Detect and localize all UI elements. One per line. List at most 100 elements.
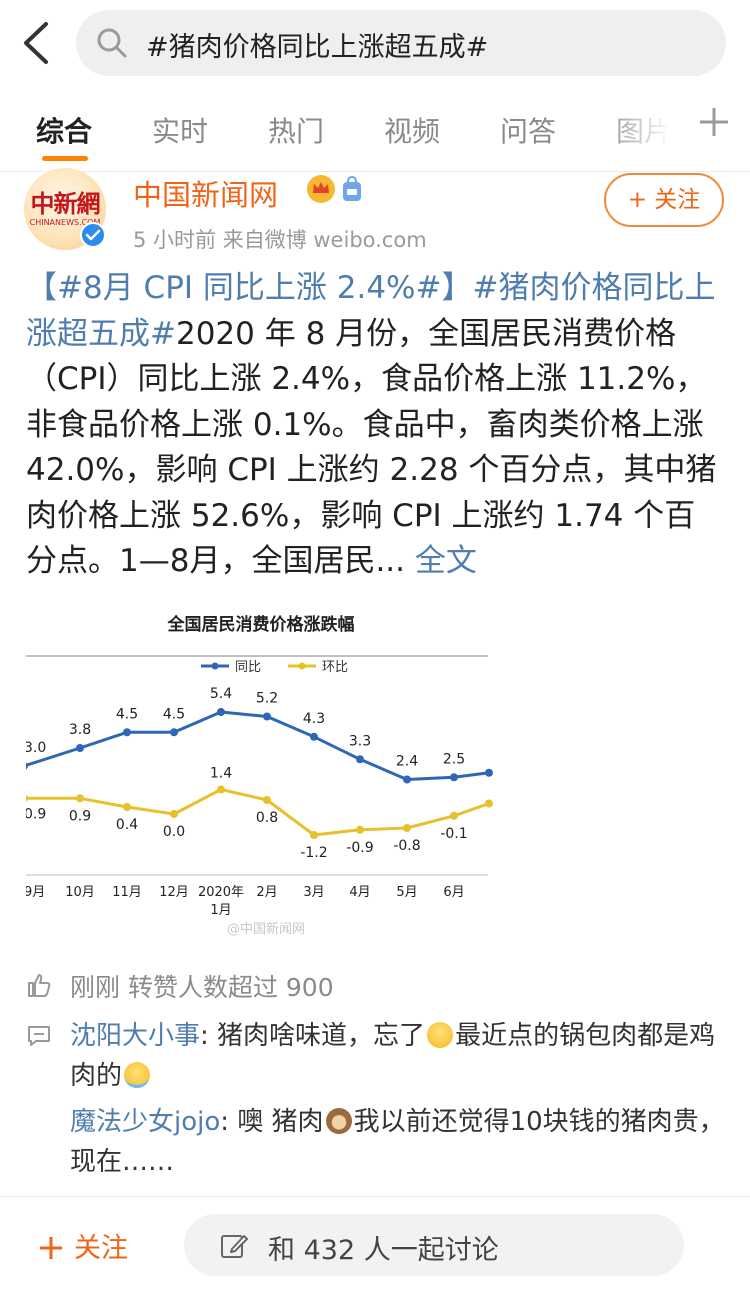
hashtag-cpi[interactable]: 【#8月 CPI 同比上涨 2.4%#】	[26, 270, 473, 306]
search-box[interactable]: #猪肉价格同比上涨超五成#	[76, 10, 726, 76]
series-line-yoy	[23, 710, 490, 781]
x-tick-label: 12月	[159, 885, 189, 900]
bottom-follow-button[interactable]: 关注	[38, 1226, 128, 1265]
data-point	[217, 708, 225, 716]
post-meta: 5 小时前 来自微博 weibo.com	[133, 228, 427, 252]
data-point	[356, 755, 364, 764]
data-point	[20, 762, 28, 770]
data-point	[217, 785, 225, 794]
tab-bar: 综合 实时 热门 视频 问答 图片	[0, 88, 750, 172]
discuss-input[interactable]: 和 432 人一起讨论	[184, 1214, 684, 1276]
post-text: 【#8月 CPI 同比上涨 2.4%#】#猪肉价格同比上涨超五成#2020 年 …	[26, 266, 726, 585]
avatar-logo-sub: CHINANEWS.COM	[29, 218, 101, 227]
data-point	[170, 728, 178, 737]
post-body-text: 2020 年 8 月份，全国居民消费价格（CPI）同比上涨 2.4%，食品价格上…	[26, 315, 717, 580]
x-tick-label: 3月	[303, 885, 324, 900]
data-label: 3.8	[69, 722, 91, 738]
data-label: 4.3	[303, 711, 325, 727]
discuss-label: 和 432 人一起讨论	[268, 1235, 499, 1266]
hashtag-pork[interactable]: #猪肉价格同比上涨超五成#	[26, 270, 716, 352]
data-point	[123, 803, 131, 811]
x-tick-label: 10月	[65, 885, 95, 900]
comment-item[interactable]: 魔法少女jojo: 噢 猪肉 我以前还觉得10块钱的猪肉贵，现在……	[70, 1107, 725, 1177]
plus-icon	[40, 1237, 62, 1259]
data-point	[485, 768, 493, 777]
data-label: 1.4	[210, 766, 232, 782]
data-point	[263, 712, 271, 721]
data-point	[20, 794, 28, 803]
data-label: 2.4	[396, 754, 418, 770]
full-text-link[interactable]: 全文	[414, 543, 477, 579]
author-name[interactable]: 中国新闻网	[133, 178, 279, 212]
back-arrow-icon[interactable]	[18, 20, 58, 66]
comment-text: 我以前还觉得10块钱的猪肉贵，现在……	[70, 1107, 725, 1177]
chart-title: 全国居民消费价格涨跌幅	[167, 614, 355, 635]
data-point	[450, 811, 458, 820]
comment-icon	[26, 1024, 52, 1048]
legend-label: 同比	[235, 660, 261, 675]
crown-icon	[306, 174, 336, 204]
active-tab-indicator	[42, 156, 88, 161]
x-tick-label: 5月	[396, 885, 417, 900]
data-point	[170, 810, 178, 818]
data-point	[403, 775, 411, 784]
data-point	[76, 794, 84, 803]
schoolbag-icon	[340, 175, 364, 203]
tab-video[interactable]: 视频	[384, 115, 441, 148]
top-bar: #猪肉价格同比上涨超五成#	[0, 0, 750, 88]
tab-hot[interactable]: 热门	[268, 115, 325, 148]
smile-emoji-icon	[427, 1022, 454, 1048]
comment-text: 最近点的锅包肉都是鸡肉的	[70, 1021, 716, 1091]
x-tick-label: 1月	[210, 903, 231, 918]
comment-user[interactable]: 沈阳大小事	[70, 1021, 201, 1051]
data-label: 0.9	[69, 808, 91, 824]
data-point	[485, 799, 493, 808]
search-query[interactable]: #猪肉价格同比上涨超五成#	[146, 32, 489, 63]
data-point	[263, 796, 271, 804]
comment-user[interactable]: 魔法少女jojo	[70, 1107, 221, 1137]
data-point	[123, 728, 131, 737]
tab-fade	[600, 88, 700, 168]
data-label: 0.9	[26, 806, 46, 822]
repost-summary-text: 刚刚 转赞人数超过 900	[70, 973, 334, 1002]
data-label: -0.8	[393, 838, 420, 854]
data-point	[310, 831, 318, 839]
repost-summary: 刚刚 转赞人数超过 900	[26, 968, 726, 1004]
thumbs-up-icon	[26, 972, 52, 998]
data-point	[450, 773, 458, 782]
x-tick-label: 9月	[26, 885, 45, 900]
data-label: -1.2	[300, 845, 327, 861]
x-tick-label: 2020年	[198, 885, 244, 900]
laugh-cry-emoji-icon	[124, 1062, 151, 1088]
monkey-emoji-icon	[325, 1108, 352, 1134]
x-tick-label: 6月	[443, 885, 464, 900]
data-label: 5.2	[256, 691, 278, 707]
data-label: 5.4	[210, 686, 232, 702]
tab-comprehensive[interactable]: 综合	[36, 115, 93, 148]
x-tick-label: 4月	[349, 885, 370, 900]
add-tab-icon[interactable]	[696, 102, 732, 142]
data-label: 0.4	[116, 817, 138, 833]
data-point	[356, 825, 364, 834]
edit-icon	[220, 1232, 248, 1260]
chart-watermark: @中国新闻网	[227, 921, 305, 937]
follow-button[interactable]: + 关注	[604, 173, 724, 227]
data-point	[310, 732, 318, 741]
legend-marker	[211, 662, 219, 670]
data-label: 4.5	[163, 706, 185, 722]
comment-item[interactable]: 沈阳大小事: 猪肉啥味道，忘了 最近点的锅包肉都是鸡肉的	[70, 1021, 716, 1091]
data-label: 4.5	[116, 706, 138, 722]
data-point	[76, 744, 84, 752]
bottom-follow-label: 关注	[74, 1233, 128, 1264]
data-label: 0.0	[163, 824, 185, 840]
cpi-chart-image[interactable]: 全国居民消费价格涨跌幅 同比 环比 3.0 3.8 4.5 4.5 5.4 5.2 4.3 3.3 2…	[20, 600, 496, 945]
tab-qa[interactable]: 问答	[500, 115, 557, 148]
data-label: 3.0	[26, 740, 46, 756]
x-tick-label: 2月	[256, 885, 277, 900]
comment-text: 噢 猪肉	[237, 1107, 324, 1137]
tab-realtime[interactable]: 实时	[152, 115, 209, 148]
legend-label: 环比	[322, 660, 348, 675]
search-icon	[94, 25, 130, 61]
verified-icon	[80, 222, 106, 248]
